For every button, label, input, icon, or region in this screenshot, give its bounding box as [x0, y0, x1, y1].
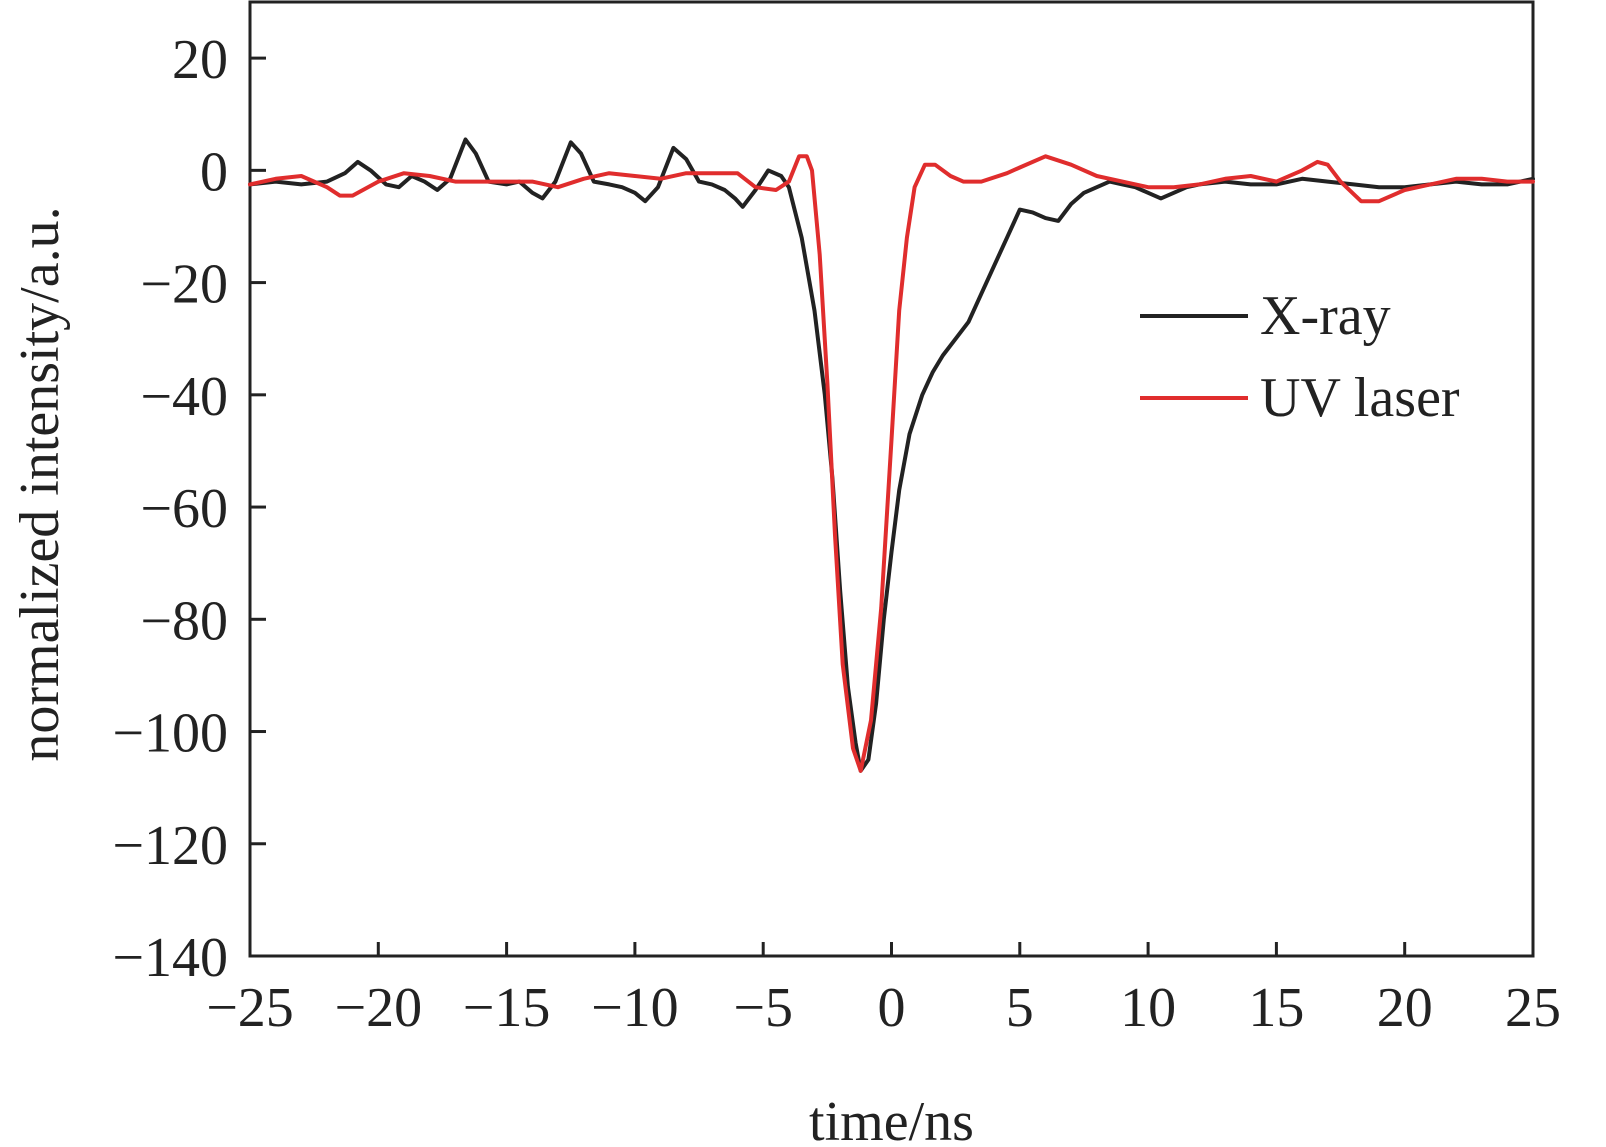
legend-label: UV laser	[1260, 367, 1460, 429]
y-tick-label: −140	[112, 927, 228, 989]
x-tick-label: −5	[733, 977, 793, 1039]
y-tick-label: −60	[140, 478, 228, 540]
plot-frame	[248, 0, 1535, 958]
x-tick-label: 20	[1377, 977, 1433, 1039]
y-tick-label: −20	[140, 254, 228, 316]
y-tick-label: 20	[172, 29, 228, 91]
y-tick-label: 0	[200, 141, 228, 203]
x-tick-label: 15	[1248, 977, 1304, 1039]
x-axis-label: time/ns	[809, 1091, 974, 1147]
x-tick-label: 5	[1006, 977, 1034, 1039]
x-tick-label: −20	[335, 977, 423, 1039]
y-axis-label: normalized intensity/a.u.	[9, 206, 71, 761]
x-tick-label: 25	[1505, 977, 1561, 1039]
series-line-x-ray	[248, 137, 1535, 773]
legend-label: X-ray	[1260, 285, 1391, 347]
series-group	[248, 137, 1535, 773]
x-tick-label: −15	[463, 977, 551, 1039]
x-tick-label: 0	[878, 977, 906, 1039]
y-axis: 20 0 −20 −40 −60 −80 −100 −120 −140	[112, 29, 266, 989]
y-tick-label: −100	[112, 703, 228, 765]
series-line-uv-laser	[248, 154, 1535, 773]
x-tick-label: −10	[591, 977, 679, 1039]
y-tick-label: −40	[140, 366, 228, 428]
y-tick-label: −80	[140, 590, 228, 652]
y-tick-label: −120	[112, 815, 228, 877]
legend: X-ray UV laser	[1140, 285, 1460, 429]
x-tick-label: 10	[1120, 977, 1176, 1039]
x-axis: −25 −20 −15 −10 −5 0 5 10 15 20 25	[206, 942, 1561, 1039]
x-tick-label: −25	[206, 977, 294, 1039]
